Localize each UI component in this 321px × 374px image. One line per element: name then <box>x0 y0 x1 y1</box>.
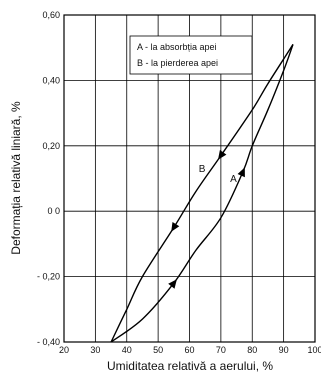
x-tick-label: 50 <box>153 345 163 355</box>
y-tick-label: - 0,20 <box>37 272 60 282</box>
curves <box>110 44 294 343</box>
x-axis-title: Umiditatea relativă a aerului, % <box>107 359 273 373</box>
direction-arrow <box>218 150 227 160</box>
curve-b <box>110 44 294 343</box>
y-tick-label: - 0,40 <box>37 337 60 347</box>
plot-frame <box>63 14 316 343</box>
curve-label-a: A <box>230 174 237 185</box>
y-tick-label: 0,20 <box>42 141 60 151</box>
x-tick-label: 100 <box>307 345 321 355</box>
x-tick-label: 80 <box>247 345 257 355</box>
y-tick-label: 0,60 <box>42 10 60 20</box>
x-tick-label: 90 <box>279 345 289 355</box>
x-tick-label: 40 <box>122 345 132 355</box>
curve-arrows <box>168 150 245 289</box>
y-tick-label: 0 0 <box>47 206 60 216</box>
legend-box <box>129 35 253 75</box>
direction-arrow <box>237 167 245 178</box>
direction-arrow <box>168 279 177 289</box>
curve-a <box>110 44 294 343</box>
legend-entry-b: B - la pierderea apei <box>137 58 218 68</box>
x-tick-label: 30 <box>90 345 100 355</box>
y-axis-title: Deformația relativă liniară, % <box>9 101 23 255</box>
curve-labels: AB <box>199 164 237 185</box>
curve-label-b: B <box>199 164 206 175</box>
x-tick-label: 70 <box>216 345 226 355</box>
direction-arrow <box>171 222 180 232</box>
legend-entry-a: A - la absorbția apei <box>137 42 217 52</box>
x-tick-label: 20 <box>59 345 69 355</box>
y-tick-label: 0,40 <box>42 75 60 85</box>
x-tick-label: 60 <box>184 345 194 355</box>
legend: A - la absorbția apei B - la pierderea a… <box>129 35 253 75</box>
tick-labels: 20 30 40 50 60 70 80 90 100 - 0,40 - 0,20 0 0 0,20 0,… <box>37 10 321 355</box>
